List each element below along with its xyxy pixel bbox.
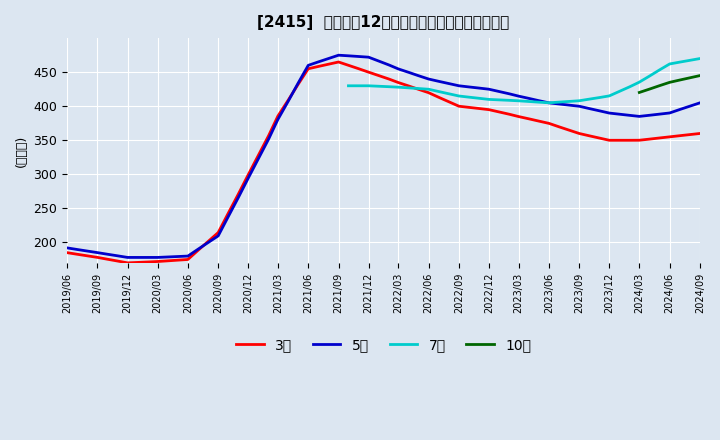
Line: 10年: 10年	[639, 76, 700, 92]
Line: 5年: 5年	[67, 55, 700, 257]
Y-axis label: (百万円): (百万円)	[15, 134, 28, 167]
Line: 7年: 7年	[348, 59, 700, 103]
Line: 3年: 3年	[67, 62, 700, 263]
Title: [2415]  経常利益12か月移動合計の標準偏差の推移: [2415] 経常利益12か月移動合計の標準偏差の推移	[258, 15, 510, 30]
Legend: 3年, 5年, 7年, 10年: 3年, 5年, 7年, 10年	[230, 333, 537, 358]
